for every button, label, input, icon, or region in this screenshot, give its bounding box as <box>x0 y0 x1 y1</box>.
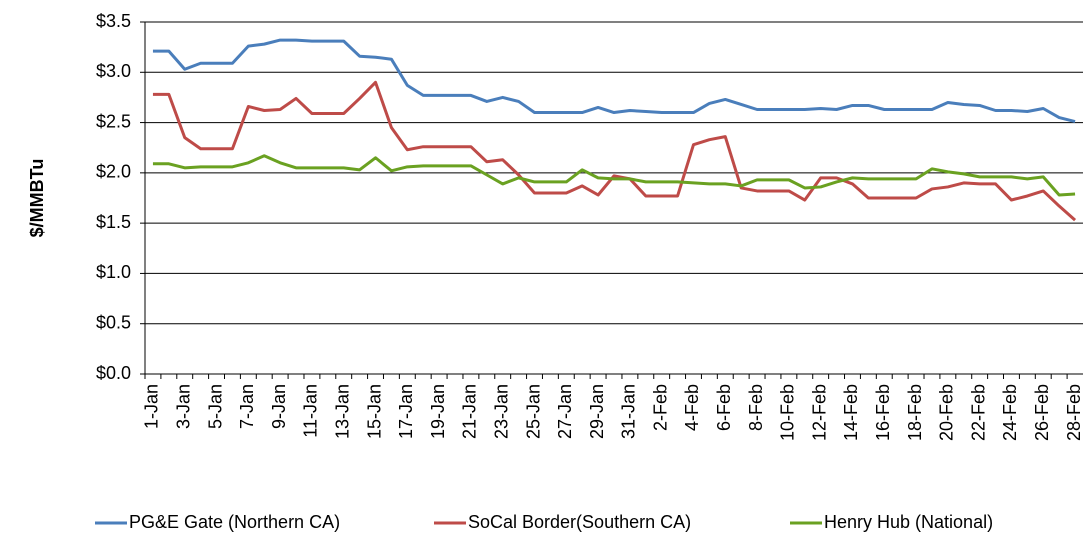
x-tick-label: 14-Feb <box>841 384 861 441</box>
x-tick-label: 8-Feb <box>746 384 766 431</box>
x-tick-label: 27-Jan <box>555 384 575 439</box>
x-tick-label: 21-Jan <box>460 384 480 439</box>
y-tick-label: $3.5 <box>96 11 131 31</box>
x-tick-label: 9-Jan <box>269 384 289 429</box>
x-tick-label: 4-Feb <box>682 384 702 431</box>
y-tick-label: $1.0 <box>96 262 131 282</box>
legend-label: PG&E Gate (Northern CA) <box>129 512 340 532</box>
x-tick-label: 7-Jan <box>237 384 257 429</box>
x-tick-label: 26-Feb <box>1032 384 1052 441</box>
x-tick-label: 10-Feb <box>778 384 798 441</box>
y-tick-label: $2.5 <box>96 111 131 131</box>
y-tick-label: $0.5 <box>96 312 131 332</box>
y-tick-label: $3.0 <box>96 61 131 81</box>
x-tick-label: 20-Feb <box>937 384 957 441</box>
x-tick-label: 19-Jan <box>428 384 448 439</box>
y-tick-label: $1.5 <box>96 212 131 232</box>
x-tick-label: 22-Feb <box>968 384 988 441</box>
x-tick-label: 1-Jan <box>142 384 162 429</box>
x-tick-label: 5-Jan <box>205 384 225 429</box>
x-tick-label: 18-Feb <box>905 384 925 441</box>
series-line <box>152 154 1076 197</box>
x-tick-label: 15-Jan <box>364 384 384 439</box>
legend-label: SoCal Border(Southern CA) <box>468 512 691 532</box>
x-tick-label: 16-Feb <box>873 384 893 441</box>
x-tick-label: 31-Jan <box>619 384 639 439</box>
y-tick-label: $0.0 <box>96 363 131 383</box>
y-axis-label: $/MMBTu <box>27 159 47 238</box>
x-tick-label: 13-Jan <box>332 384 352 439</box>
x-tick-label: 3-Jan <box>173 384 193 429</box>
x-tick-label: 28-Feb <box>1064 384 1083 441</box>
x-tick-label: 23-Jan <box>491 384 511 439</box>
x-tick-label: 29-Jan <box>587 384 607 439</box>
x-tick-label: 6-Feb <box>714 384 734 431</box>
x-tick-label: 24-Feb <box>1000 384 1020 441</box>
series-line <box>152 38 1076 124</box>
x-tick-label: 17-Jan <box>396 384 416 439</box>
x-tick-label: 25-Jan <box>523 384 543 439</box>
legend-label: Henry Hub (National) <box>824 512 993 532</box>
series-line <box>152 80 1077 222</box>
y-tick-label: $2.0 <box>96 162 131 182</box>
x-tick-label: 12-Feb <box>809 384 829 441</box>
x-tick-label: 11-Jan <box>301 384 321 438</box>
x-tick-label: 2-Feb <box>650 384 670 431</box>
